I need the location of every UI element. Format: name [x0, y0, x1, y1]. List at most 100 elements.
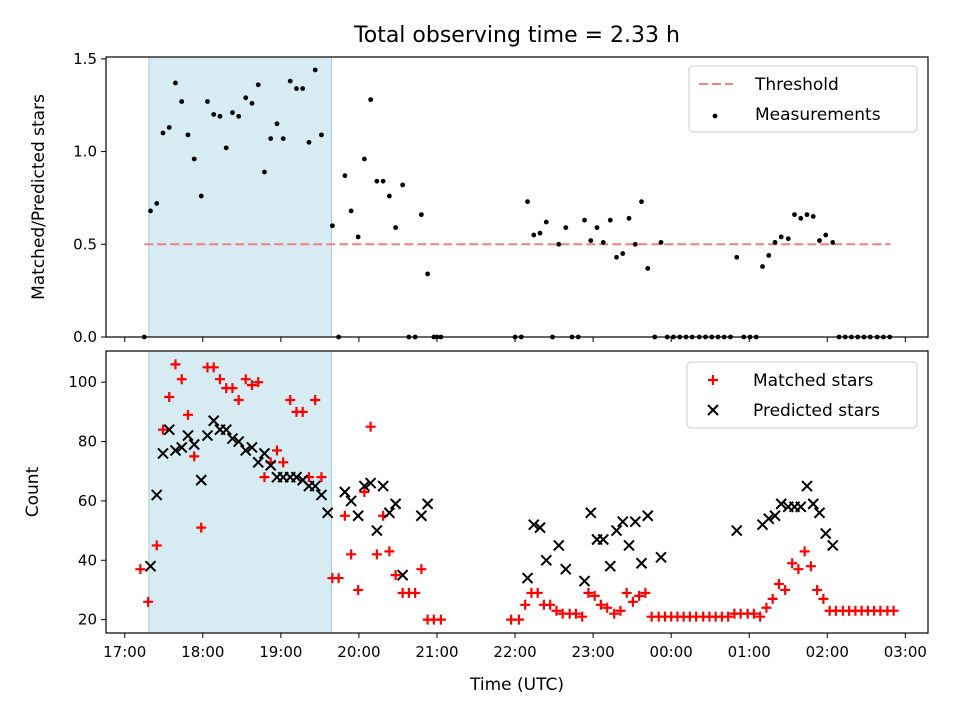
x-tick-label: 22:00 — [493, 643, 536, 661]
matched-stars-point — [805, 561, 816, 572]
measurement-point — [211, 112, 217, 117]
matched-stars-point — [135, 564, 146, 575]
measurement-point — [556, 241, 562, 247]
x-axis-label: Time (UTC) — [469, 675, 564, 695]
matched-stars-point — [627, 596, 638, 607]
measurement-point — [817, 238, 822, 243]
observing-window-shading — [148, 56, 333, 338]
count-panel-axes: 17:00 18:00 19:00 20:00 21:00 22:00 23:00 00:00… — [68, 373, 927, 661]
matched-stars-point — [359, 487, 370, 497]
count-panel-frame — [105, 350, 929, 634]
matched-stars-point — [208, 362, 219, 373]
ratio-panel: 0.0 0.5 1.0 1.5 Matched/Predicted stars Thr… — [29, 50, 929, 346]
matched-stars-point — [390, 570, 401, 581]
x-tick-label: 00:00 — [650, 643, 693, 661]
predicted-stars-point — [813, 507, 826, 519]
predicted-stars-point — [585, 507, 597, 519]
measurement-point — [537, 230, 543, 236]
measurement-point — [191, 156, 197, 162]
x-tick-label: 03:00 — [884, 643, 927, 661]
matched-stars-point — [240, 374, 251, 385]
predicted-stars-point — [163, 423, 175, 436]
predicted-stars-point — [339, 486, 351, 498]
y-tick-label: 20 — [78, 611, 97, 629]
measurement-point — [249, 100, 255, 106]
matched-stars-point — [182, 409, 193, 420]
matched-stars-point — [285, 394, 296, 405]
matched-stars-point — [609, 608, 620, 619]
measurement-point — [582, 217, 587, 223]
matched-stars-point — [333, 573, 344, 584]
predicted-stars-point — [157, 447, 169, 460]
ratio-legend: Threshold Measurements — [688, 65, 918, 133]
measurement-point — [173, 80, 178, 86]
matched-stars-point — [316, 472, 327, 483]
measurement-point — [823, 232, 829, 238]
measurement-point — [306, 139, 312, 145]
measurement-point — [236, 113, 242, 119]
matched-stars-point — [615, 605, 626, 616]
measurement-point — [217, 113, 223, 119]
predicted-stars-point — [597, 533, 609, 546]
measurement-point — [425, 271, 431, 277]
legend-label: Measurements — [755, 105, 881, 125]
predicted-stars-point — [352, 510, 364, 522]
measurement-point — [632, 241, 638, 247]
observing-window-shading — [148, 350, 333, 634]
count-y-axis-label: Count — [23, 466, 43, 517]
matched-stars-point — [551, 605, 562, 616]
predicted-stars-point — [655, 551, 667, 564]
matched-stars-point — [271, 445, 282, 456]
measurement-point — [274, 121, 280, 127]
measurement-point — [594, 225, 600, 230]
predicted-stars-point — [610, 524, 623, 537]
measurement-point — [368, 97, 374, 103]
y-tick-label: 60 — [78, 492, 97, 510]
predicted-stars-point — [528, 518, 540, 531]
matched-stars-point — [353, 584, 364, 595]
matched-stars-point — [577, 611, 588, 622]
matched-stars-point — [793, 564, 804, 575]
matched-stars-point — [157, 424, 168, 435]
matched-stars-point — [297, 406, 308, 417]
predicted-stars-point — [769, 510, 781, 522]
x-tick-label: 20:00 — [337, 643, 380, 661]
y-tick-label: 0.5 — [73, 235, 97, 253]
measurement-point — [563, 225, 569, 230]
measurement-point — [798, 215, 804, 221]
matched-stars-point — [227, 383, 238, 394]
measurement-point — [614, 254, 619, 260]
matched-stars-point — [755, 611, 766, 622]
ratio-marks — [141, 67, 893, 340]
measurement-point — [166, 125, 172, 130]
y-tick-label: 100 — [68, 373, 97, 391]
measurement-point — [329, 223, 335, 229]
measurement-point — [312, 67, 318, 73]
measurement-point — [830, 240, 836, 245]
matched-stars-point — [595, 599, 606, 610]
predicted-stars-point — [188, 438, 200, 451]
matched-stars-point — [143, 596, 154, 607]
predicted-stars-point — [226, 432, 239, 445]
legend-predicted-swatch — [707, 404, 719, 416]
measurement-point — [785, 236, 791, 242]
predicted-stars-point — [623, 539, 635, 552]
measurement-point — [280, 136, 286, 141]
matched-stars-point — [259, 472, 270, 483]
matched-stars-point — [787, 558, 798, 569]
measurement-point — [400, 182, 406, 188]
matched-stars-point — [520, 599, 531, 610]
matched-stars-point — [435, 614, 446, 625]
ratio-panel-axes: 0.0 0.5 1.0 1.5 — [73, 50, 906, 346]
predicted-stars-point — [763, 513, 775, 525]
predicted-stars-point — [195, 474, 207, 486]
matched-stars-point — [371, 549, 382, 560]
predicted-stars-point — [169, 444, 182, 457]
matched-stars-point — [410, 587, 421, 598]
matched-stars-point — [773, 579, 784, 590]
measurement-point — [319, 132, 324, 138]
predicted-stars-point — [827, 539, 839, 552]
measurement-point — [531, 232, 537, 238]
predicted-stars-point — [364, 477, 377, 489]
